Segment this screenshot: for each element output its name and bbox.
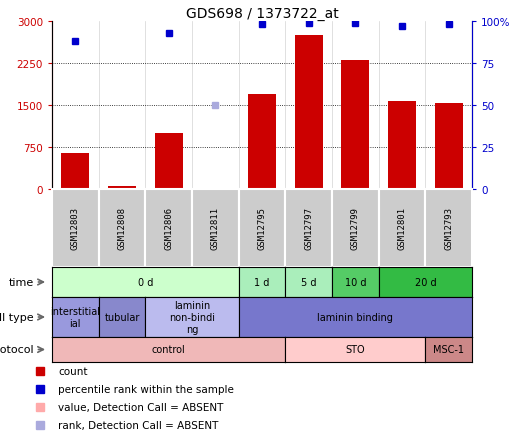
Bar bbox=[247, 95, 275, 190]
Text: GSM12808: GSM12808 bbox=[117, 207, 126, 250]
Bar bbox=[98, 190, 145, 267]
Text: GSM12797: GSM12797 bbox=[303, 207, 313, 250]
Text: interstitial
ial: interstitial ial bbox=[50, 306, 100, 328]
Bar bbox=[294, 36, 322, 190]
Text: STO: STO bbox=[345, 345, 364, 355]
Text: percentile rank within the sample: percentile rank within the sample bbox=[58, 384, 234, 394]
Text: GSM12793: GSM12793 bbox=[443, 207, 453, 250]
Bar bbox=[378, 190, 425, 267]
Title: GDS698 / 1373722_at: GDS698 / 1373722_at bbox=[185, 7, 337, 21]
Text: GSM12801: GSM12801 bbox=[397, 207, 406, 250]
Bar bbox=[285, 190, 331, 267]
Bar bbox=[145, 190, 191, 267]
Text: 1 d: 1 d bbox=[254, 277, 269, 287]
Bar bbox=[387, 101, 415, 190]
Text: count: count bbox=[58, 366, 88, 376]
Text: laminin
non-bindi
ng: laminin non-bindi ng bbox=[168, 301, 215, 334]
Bar bbox=[341, 61, 369, 190]
Bar bbox=[425, 190, 471, 267]
Text: time: time bbox=[8, 277, 34, 287]
Text: laminin binding: laminin binding bbox=[317, 312, 392, 322]
Text: GSM12803: GSM12803 bbox=[71, 207, 80, 250]
Text: 20 d: 20 d bbox=[414, 277, 435, 287]
Text: GSM12795: GSM12795 bbox=[257, 207, 266, 250]
Bar bbox=[238, 190, 285, 267]
Text: tubular: tubular bbox=[104, 312, 139, 322]
Text: control: control bbox=[152, 345, 185, 355]
Bar bbox=[61, 153, 89, 190]
Text: 10 d: 10 d bbox=[344, 277, 365, 287]
Text: GSM12811: GSM12811 bbox=[210, 207, 219, 250]
Text: GSM12806: GSM12806 bbox=[164, 207, 173, 250]
Bar bbox=[331, 190, 378, 267]
Bar bbox=[154, 134, 182, 190]
Bar bbox=[108, 186, 136, 190]
Text: 0 d: 0 d bbox=[137, 277, 153, 287]
Text: MSC-1: MSC-1 bbox=[432, 345, 463, 355]
Text: rank, Detection Call = ABSENT: rank, Detection Call = ABSENT bbox=[58, 420, 218, 430]
Text: cell type: cell type bbox=[0, 312, 34, 322]
Bar bbox=[434, 104, 462, 190]
Text: growth protocol: growth protocol bbox=[0, 345, 34, 355]
Bar bbox=[52, 190, 98, 267]
Text: value, Detection Call = ABSENT: value, Detection Call = ABSENT bbox=[58, 402, 223, 412]
Bar bbox=[191, 190, 238, 267]
Text: GSM12799: GSM12799 bbox=[350, 207, 359, 250]
Text: 5 d: 5 d bbox=[300, 277, 316, 287]
